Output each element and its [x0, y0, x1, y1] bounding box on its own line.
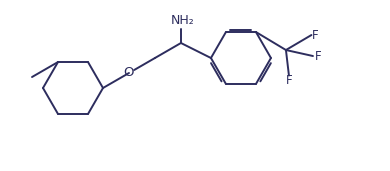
- Text: F: F: [312, 29, 319, 42]
- Text: F: F: [315, 50, 321, 63]
- Text: F: F: [285, 74, 292, 87]
- Text: O: O: [124, 67, 134, 80]
- Text: NH₂: NH₂: [171, 15, 195, 28]
